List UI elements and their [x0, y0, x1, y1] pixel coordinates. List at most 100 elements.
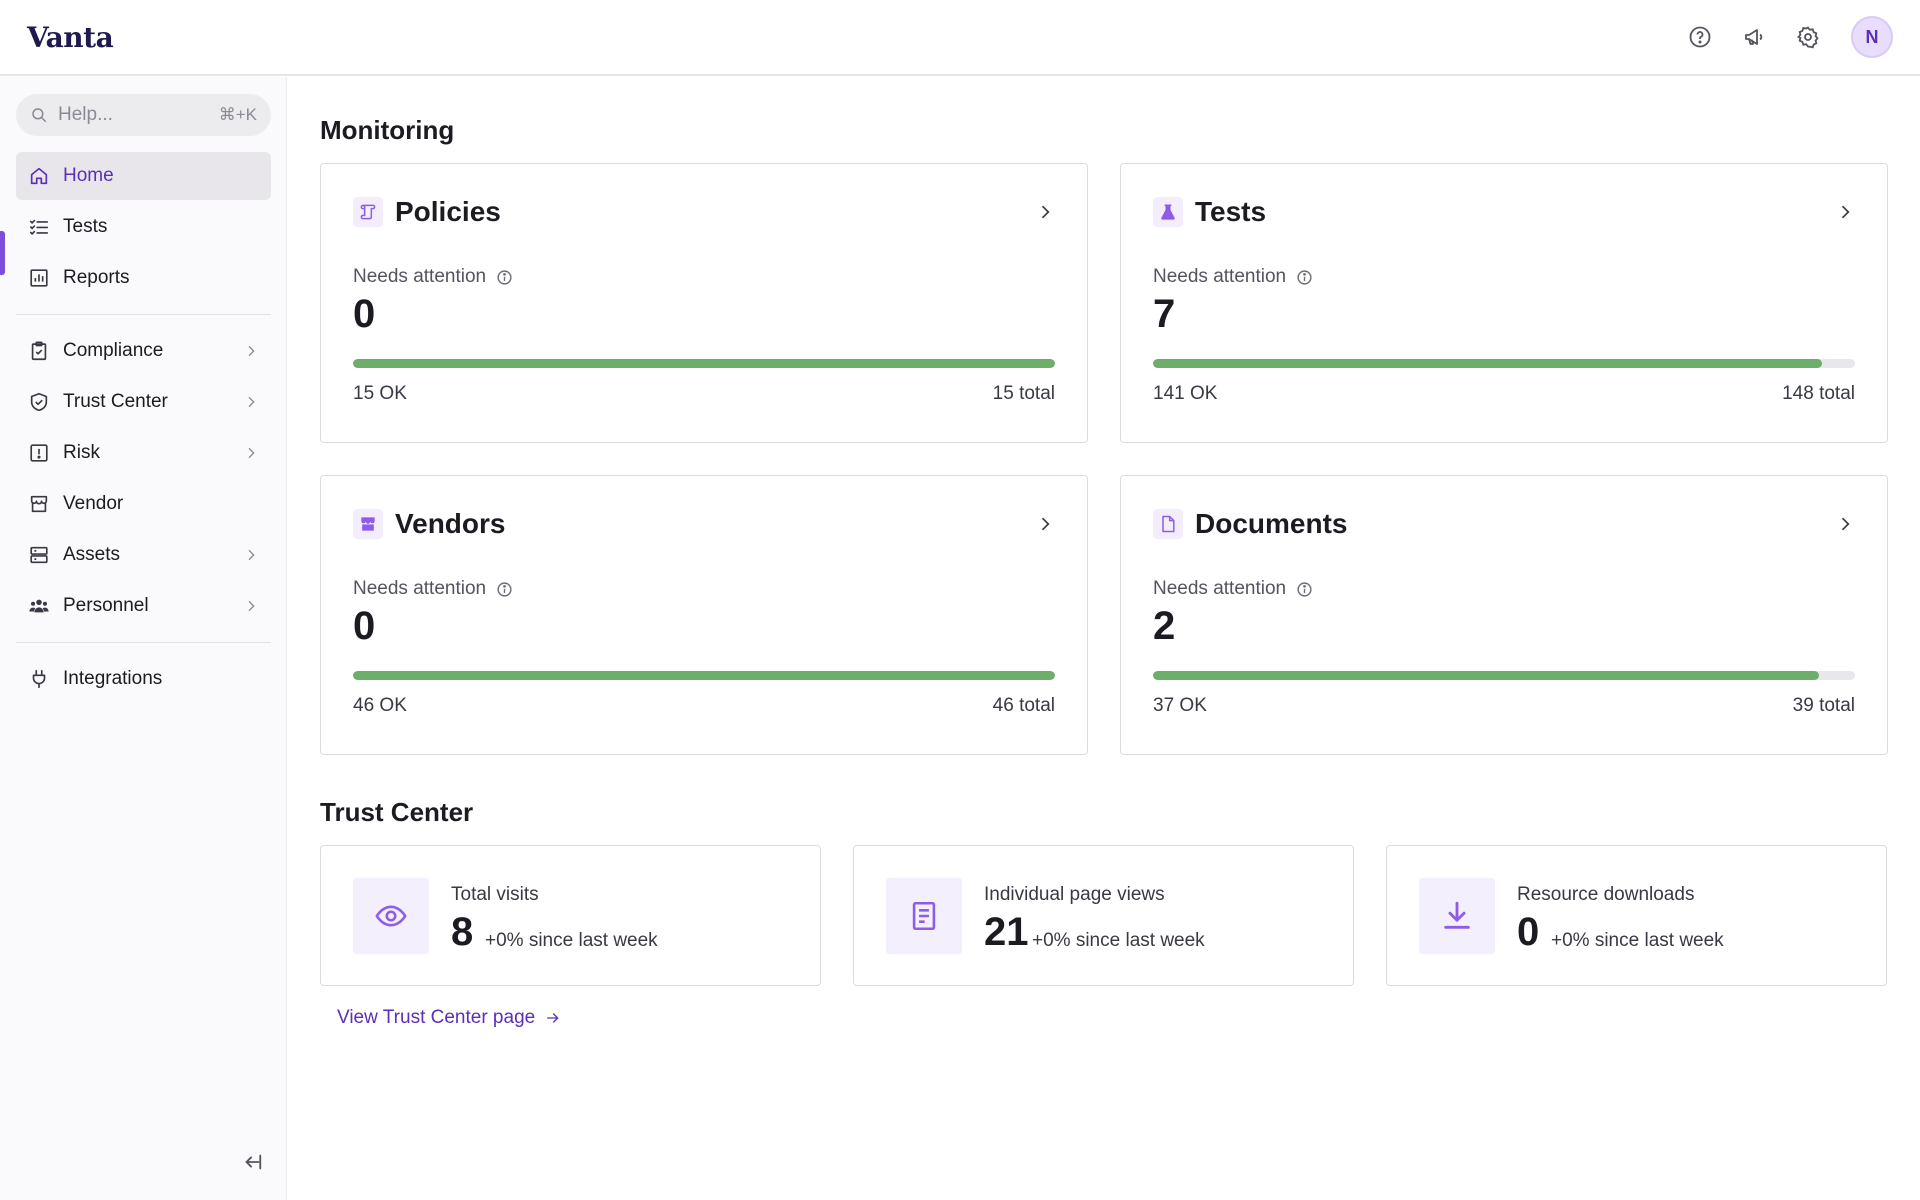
- sidebar-item-label: Personnel: [63, 595, 149, 616]
- total-visits-card: Total visits 8 +0% since last week: [320, 845, 821, 986]
- total-count: 15 total: [992, 383, 1055, 404]
- search-icon: [32, 108, 47, 123]
- ok-count: 141 OK: [1153, 383, 1218, 404]
- sidebar-item-label: Tests: [63, 216, 108, 237]
- needs-attention-count: 0: [353, 604, 376, 648]
- progress-bar: [1153, 359, 1855, 368]
- vendors-card[interactable]: Vendors Needs attention 0 46 OK 46 total: [320, 475, 1088, 755]
- needs-attention-text: Needs attention: [1153, 578, 1287, 599]
- ok-count: 37 OK: [1153, 695, 1207, 716]
- sidebar-item-label: Vendor: [63, 493, 124, 514]
- clipboard-check-icon: [31, 341, 47, 361]
- card-title: Vendors: [395, 508, 506, 539]
- search-input[interactable]: Help... ⌘+K: [16, 94, 271, 136]
- card-title: Tests: [1195, 196, 1267, 227]
- ok-count: 46 OK: [353, 695, 407, 716]
- needs-attention-text: Needs attention: [353, 266, 487, 287]
- server-icon: [30, 546, 48, 564]
- total-count: 148 total: [1782, 383, 1855, 404]
- info-icon[interactable]: [1296, 581, 1313, 598]
- chevron-right-icon: [248, 396, 255, 408]
- progress-bar: [1153, 671, 1855, 680]
- ok-count: 15 OK: [353, 383, 407, 404]
- card-header: Vendors: [353, 508, 1055, 540]
- tests-card[interactable]: Tests Needs attention 7 141 OK 148 total: [1120, 163, 1888, 443]
- sidebar-item-trust-center[interactable]: Trust Center: [16, 378, 271, 426]
- top-bar: Vanta N: [0, 0, 1920, 76]
- stat-label: Resource downloads: [1517, 884, 1695, 905]
- sidebar-item-personnel[interactable]: Personnel: [16, 582, 271, 630]
- search-placeholder: Help...: [58, 104, 113, 125]
- card-header: Documents: [1153, 508, 1855, 540]
- collapse-left-icon: [245, 1154, 262, 1170]
- documents-card[interactable]: Documents Needs attention 2 37 OK 39 tot…: [1120, 475, 1888, 755]
- gear-icon[interactable]: [1791, 20, 1825, 54]
- stat-change: +0% since last week: [1551, 930, 1724, 951]
- plug-icon: [32, 669, 46, 689]
- card-title: Documents: [1195, 508, 1348, 539]
- chevron-right-icon: [248, 345, 255, 357]
- store-icon: [353, 509, 383, 539]
- sidebar-item-compliance[interactable]: Compliance: [16, 327, 271, 375]
- needs-attention-label: Needs attention: [353, 578, 513, 600]
- needs-attention-count: 0: [353, 292, 376, 336]
- chart-icon: [30, 269, 48, 287]
- sidebar-item-assets[interactable]: Assets: [16, 531, 271, 579]
- sidebar-item-tests[interactable]: Tests: [16, 203, 271, 251]
- nav-primary: Home Tests Reports Compliance Trust Cent…: [16, 152, 271, 706]
- sidebar-item-label: Compliance: [63, 340, 164, 361]
- sidebar-item-label: Trust Center: [63, 391, 168, 412]
- alert-square-icon: [30, 444, 48, 462]
- stat-label: Total visits: [451, 884, 539, 905]
- info-icon[interactable]: [496, 581, 513, 598]
- monitoring-title: Monitoring: [320, 115, 455, 145]
- sidebar-item-risk[interactable]: Risk: [16, 429, 271, 477]
- card-header: Tests: [1153, 196, 1855, 228]
- store-icon: [30, 495, 48, 513]
- sidebar-item-label: Home: [63, 165, 114, 186]
- total-count: 46 total: [992, 695, 1055, 716]
- sidebar: Help... ⌘+K Home Tests Reports Complianc…: [0, 77, 287, 1200]
- resource-downloads-card: Resource downloads 0 +0% since last week: [1386, 845, 1887, 986]
- header-actions: N: [1683, 16, 1893, 58]
- trust-center-title: Trust Center: [320, 797, 474, 827]
- sidebar-item-integrations[interactable]: Integrations: [16, 655, 271, 703]
- sidebar-item-label: Risk: [63, 442, 100, 463]
- sidebar-divider: [16, 642, 271, 643]
- needs-attention-label: Needs attention: [1153, 578, 1313, 600]
- stat-label: Individual page views: [984, 884, 1165, 905]
- sidebar-item-home[interactable]: Home: [16, 152, 271, 200]
- info-icon[interactable]: [1296, 269, 1313, 286]
- sidebar-item-reports[interactable]: Reports: [16, 254, 271, 302]
- chevron-right-icon[interactable]: [1035, 202, 1055, 222]
- progress-bar: [353, 359, 1055, 368]
- chevron-right-icon[interactable]: [1835, 202, 1855, 222]
- progress-fill: [1153, 671, 1820, 680]
- progress-fill: [1153, 359, 1822, 368]
- needs-attention-label: Needs attention: [353, 266, 513, 288]
- sidebar-item-label: Integrations: [63, 668, 163, 689]
- view-trust-center-link[interactable]: View Trust Center page: [337, 1007, 561, 1029]
- progress-fill: [353, 359, 1055, 368]
- sidebar-item-label: Assets: [63, 544, 121, 565]
- chevron-right-icon: [248, 549, 255, 561]
- progress-fill: [353, 671, 1055, 680]
- policies-card[interactable]: Policies Needs attention 0 15 OK 15 tota…: [320, 163, 1088, 443]
- stat-value: 21: [984, 910, 1029, 954]
- page-icon: [886, 878, 962, 954]
- sidebar-divider: [16, 314, 271, 315]
- users-icon: [29, 599, 49, 613]
- card-header: Policies: [353, 196, 1055, 228]
- sidebar-item-vendor[interactable]: Vendor: [16, 480, 271, 528]
- info-icon[interactable]: [496, 269, 513, 286]
- app-logo[interactable]: Vanta: [27, 20, 114, 54]
- megaphone-icon[interactable]: [1737, 20, 1771, 54]
- chevron-right-icon[interactable]: [1035, 514, 1055, 534]
- help-circle-icon[interactable]: [1683, 20, 1717, 54]
- stat-value: 0: [1517, 910, 1540, 954]
- card-title: Policies: [395, 196, 501, 227]
- collapse-sidebar-button[interactable]: [238, 1148, 266, 1176]
- chevron-right-icon[interactable]: [1835, 514, 1855, 534]
- avatar[interactable]: N: [1851, 16, 1893, 58]
- needs-attention-text: Needs attention: [353, 578, 487, 599]
